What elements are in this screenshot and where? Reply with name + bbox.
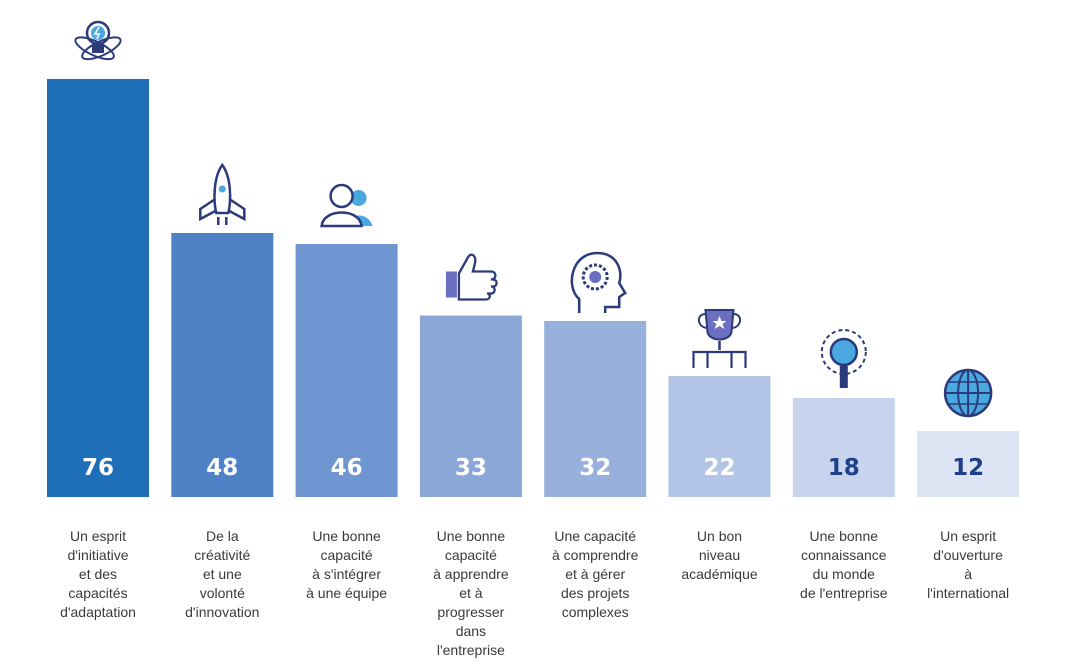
bar-2 [171, 233, 274, 497]
lightbulb-atom-icon [74, 20, 122, 61]
bars-layer [47, 79, 1020, 497]
bar-3 [295, 244, 398, 497]
bar-4 [419, 315, 522, 497]
bar-6 [668, 376, 771, 497]
category-label-7: Une bonne connaissance du monde de l'ent… [800, 528, 888, 601]
category-label-3: Une bonne capacité à s'intégrer à une éq… [306, 528, 388, 601]
category-label-5: Une capacité à comprendre et à gérer des… [551, 528, 639, 620]
head-gear-icon [570, 251, 627, 313]
people-icon [320, 183, 373, 228]
value-labels-layer: 76 48 46 33 32 22 18 12 [82, 455, 984, 481]
globe-icon [943, 368, 993, 418]
value-label-3: 46 [331, 455, 363, 481]
value-label-7: 18 [828, 455, 860, 481]
value-label-4: 33 [455, 455, 487, 481]
category-label-2: De la créativité et une volonté d'innova… [185, 528, 260, 620]
category-label-4: Une bonne capacité à apprendre et à prog… [433, 528, 509, 658]
value-label-6: 22 [703, 455, 735, 481]
bar-7 [792, 398, 895, 497]
bar-1 [47, 79, 149, 497]
bar-5 [544, 321, 647, 497]
value-label-2: 48 [206, 455, 238, 481]
value-label-8: 12 [952, 455, 984, 481]
gear-magnifier-icon [820, 329, 867, 388]
value-label-1: 76 [82, 455, 114, 481]
category-label-8: Un esprit d'ouverture à l'international [927, 528, 1010, 601]
rocket-icon [199, 162, 246, 225]
bar-8 [917, 431, 1020, 497]
category-label-1: Un esprit d'initiative et des capacités … [60, 528, 136, 620]
trophy-icon [692, 309, 747, 368]
thumbs-up-icon [445, 253, 498, 301]
icons-layer [74, 20, 993, 418]
category-label-6: Un bon niveau académique [681, 528, 758, 582]
value-label-5: 32 [579, 455, 611, 481]
